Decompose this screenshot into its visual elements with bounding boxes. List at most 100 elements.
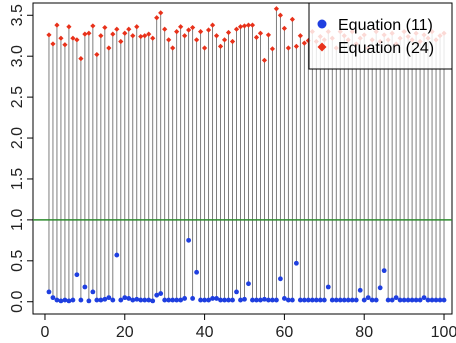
point-equation-24 [233,26,240,32]
y-tick-label: 0.0 [9,291,26,313]
point-equation-11 [413,297,419,303]
point-equation-11 [102,296,108,302]
point-equation-24 [50,41,56,47]
y-tick-label: 1.5 [9,168,26,190]
point-equation-11 [293,260,299,266]
point-equation-11 [369,297,375,303]
point-equation-24 [297,33,303,39]
point-equation-24 [78,56,84,62]
point-equation-24 [58,35,64,41]
point-equation-11 [118,297,124,303]
point-equation-11 [94,297,100,303]
point-equation-11 [198,297,204,303]
point-equation-24 [70,35,76,41]
point-equation-11 [130,297,136,303]
point-equation-24 [182,33,188,39]
point-equation-11 [202,297,207,303]
point-equation-24 [305,38,311,44]
point-equation-11 [289,297,295,303]
y-tick-label: 3.5 [9,4,26,26]
point-equation-11 [62,297,68,303]
point-equation-11 [329,297,335,303]
point-equation-11 [146,297,152,303]
point-equation-24 [289,16,295,22]
point-equation-24 [138,33,144,40]
point-equation-11 [222,297,227,303]
x-axis: 0 20 40 60 80 100 [41,314,456,341]
point-equation-24 [209,22,216,28]
point-equation-11 [417,297,423,303]
point-equation-11 [258,297,263,303]
y-axis: 0.0 0.5 1.0 1.5 2.0 2.5 3.0 3.5 [9,4,33,313]
point-equation-11 [114,252,120,258]
point-equation-11 [246,281,251,287]
point-equation-11 [377,285,383,291]
point-equation-11 [170,297,176,303]
point-equation-24 [46,32,52,38]
point-equation-24 [142,33,148,39]
y-tick-label: 2.0 [9,127,26,149]
point-equation-24 [102,24,108,31]
point-equation-11 [325,284,331,290]
point-equation-11 [254,297,259,303]
x-tick-label: 60 [276,324,294,341]
point-equation-24 [217,43,224,49]
point-equation-11 [98,297,104,303]
point-equation-11 [226,297,231,303]
point-equation-11 [178,297,184,303]
point-equation-24 [114,26,120,32]
point-equation-11 [337,297,343,303]
point-equation-24 [146,31,152,37]
point-equation-11 [441,297,447,303]
point-equation-24 [301,40,307,46]
point-equation-11 [218,297,223,303]
point-equation-11 [74,272,80,278]
point-equation-24 [190,24,196,31]
point-equation-11 [238,297,243,303]
y-tick-label: 3.0 [9,45,26,67]
point-equation-11 [206,297,211,303]
point-equation-11 [270,297,275,303]
point-equation-11 [373,297,379,303]
point-equation-24 [174,29,180,35]
point-equation-24 [54,22,60,28]
point-equation-11 [353,297,359,303]
point-equation-24 [90,23,96,29]
point-equation-24 [249,22,256,28]
point-equation-11 [86,298,92,304]
point-equation-24 [265,32,272,38]
point-equation-24 [205,27,212,33]
point-equation-11 [158,291,164,296]
point-equation-24 [293,43,299,49]
point-equation-24 [186,27,192,33]
point-equation-11 [305,297,311,303]
point-equation-24 [201,45,208,51]
point-equation-24 [170,45,176,51]
point-equation-11 [90,289,96,295]
point-equation-11 [429,297,435,303]
point-equation-11 [174,297,180,303]
point-equation-24 [285,45,291,51]
point-equation-11 [66,298,72,304]
point-equation-11 [182,296,188,301]
point-equation-11 [345,297,351,303]
point-equation-24 [126,26,132,32]
point-equation-11 [381,268,387,274]
point-equation-11 [122,295,128,301]
point-equation-11 [278,276,283,282]
point-equation-11 [142,297,148,303]
point-equation-11 [134,296,140,302]
point-equation-24 [74,37,80,43]
legend-label-equation-11: Equation (11) [338,17,433,34]
point-equation-11 [385,297,391,303]
point-equation-24 [198,29,204,35]
point-equation-11 [365,295,371,301]
x-tick-label: 100 [431,324,456,341]
point-equation-11 [194,269,200,275]
drop-lines [48,8,445,301]
legend-box [308,2,453,70]
point-equation-11 [285,297,291,303]
point-equation-24 [150,35,156,41]
point-equation-24 [277,12,284,18]
point-equation-11 [186,237,192,243]
